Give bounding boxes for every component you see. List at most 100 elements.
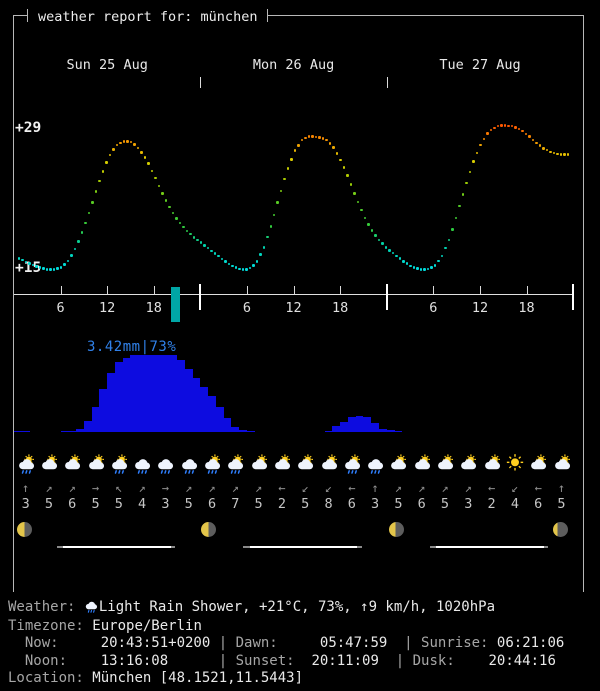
temp-dot (154, 176, 157, 180)
wind-speed-value: 5 (440, 496, 450, 512)
rain-bar (371, 422, 379, 432)
temp-dot (377, 238, 381, 241)
rain-bar (379, 428, 387, 432)
temp-dot (136, 146, 140, 150)
temp-dot (231, 264, 234, 268)
temp-dot (332, 146, 335, 149)
footer-label: Dawn: (235, 635, 320, 652)
rain-bar (200, 386, 209, 432)
temp-dot (321, 137, 325, 140)
wind-direction-arrow: ← (534, 481, 542, 495)
temp-dot (451, 228, 454, 231)
wind-speed-value: 6 (347, 496, 356, 512)
temp-dot (374, 234, 377, 237)
temp-dot (412, 266, 416, 269)
temp-dot (517, 127, 521, 131)
wind-speed-value: 6 (417, 496, 426, 512)
footer-label: | (210, 635, 236, 652)
wind-direction-arrow: ↑ (557, 481, 566, 495)
temp-dot (430, 266, 433, 269)
temp-dot (66, 259, 70, 263)
temp-dot (479, 143, 482, 147)
temp-dot (290, 158, 293, 161)
rain-bar (130, 355, 139, 432)
rain-bar (83, 420, 92, 432)
temp-dot (552, 151, 556, 155)
temp-dot (304, 136, 307, 140)
temp-dot (87, 211, 91, 214)
footer-line: Location: München [48.1521,11.5443] (8, 670, 564, 687)
temp-dot (346, 174, 349, 177)
weather-icon-sun-rain (342, 453, 361, 478)
temp-dot (521, 129, 524, 133)
rain-bar (347, 417, 356, 432)
wind-direction-arrow: ↙ (301, 481, 309, 495)
temp-dot (91, 201, 94, 204)
temp-dot (140, 151, 143, 154)
title-left-tick (27, 9, 28, 22)
wind-direction-arrow: ← (278, 481, 286, 495)
daylight-line (436, 546, 544, 548)
hour-label: 12 (285, 300, 302, 316)
wind-direction-arrow: ↗ (185, 481, 193, 495)
wind-speed-value: 5 (114, 496, 123, 512)
footer-line: Now: 20:43:51+0200 | Dawn: 05:47:59 | Su… (8, 635, 565, 652)
temp-dot (535, 141, 538, 145)
hour-label: 18 (332, 300, 349, 316)
temp-dot (220, 257, 224, 261)
hour-tick (340, 286, 342, 294)
wind-speed-value: 4 (138, 496, 147, 512)
temp-dot (440, 254, 444, 258)
temp-dot (293, 149, 297, 152)
rain-bar (184, 368, 193, 432)
temp-dot (360, 208, 363, 212)
hour-label: 6 (242, 300, 252, 316)
temp-dot (101, 170, 105, 173)
wind-direction-arrow: ↖ (115, 481, 123, 495)
temp-dot (559, 153, 563, 156)
temp-dot (122, 140, 126, 143)
temp-dot (259, 253, 262, 256)
rain-bar (99, 389, 108, 432)
page-title: weather report for: münchen (38, 9, 258, 25)
hour-axis-line (14, 294, 574, 295)
weather-icon-sun-cloud (63, 453, 82, 478)
temp-dot (328, 142, 332, 145)
temp-dot (325, 138, 328, 142)
weather-icon-sun-cloud (272, 453, 291, 478)
temp-dot (84, 221, 87, 225)
temp-dot (203, 244, 206, 247)
rain-bar (153, 355, 162, 432)
weather-icon-rain (179, 453, 198, 478)
rain-bar (208, 395, 216, 432)
temp-dot (524, 132, 528, 135)
weather-icon-rain (156, 453, 175, 478)
temp-dot (500, 124, 503, 127)
footer-value: 20:11:09 (311, 652, 379, 669)
temp-dot (447, 238, 451, 242)
footer-label: Sunrise: (421, 635, 497, 652)
temp-dot (150, 169, 154, 173)
rain-bar (161, 355, 170, 432)
rain-bar (231, 427, 240, 432)
weather-icon-sun-cloud (39, 453, 58, 478)
temp-dot (56, 267, 59, 270)
temp-dot (423, 268, 426, 271)
temp-dot (206, 246, 210, 250)
daylight-line (249, 546, 358, 548)
rain-bar (223, 418, 232, 432)
rain-peak-label: 3.42mm|73% (87, 339, 177, 355)
rain-bar (394, 430, 403, 432)
temp-dot (356, 200, 360, 204)
wind-direction-arrow: → (161, 481, 170, 495)
temp-dot (514, 126, 517, 129)
temp-dot (342, 166, 346, 169)
temp-dot (168, 205, 171, 209)
wind-speed-value: 3 (371, 496, 380, 512)
temp-dot (489, 128, 493, 132)
temp-dot (38, 266, 42, 269)
temp-dot (538, 144, 542, 147)
wind-direction-arrow: ↙ (511, 481, 519, 495)
